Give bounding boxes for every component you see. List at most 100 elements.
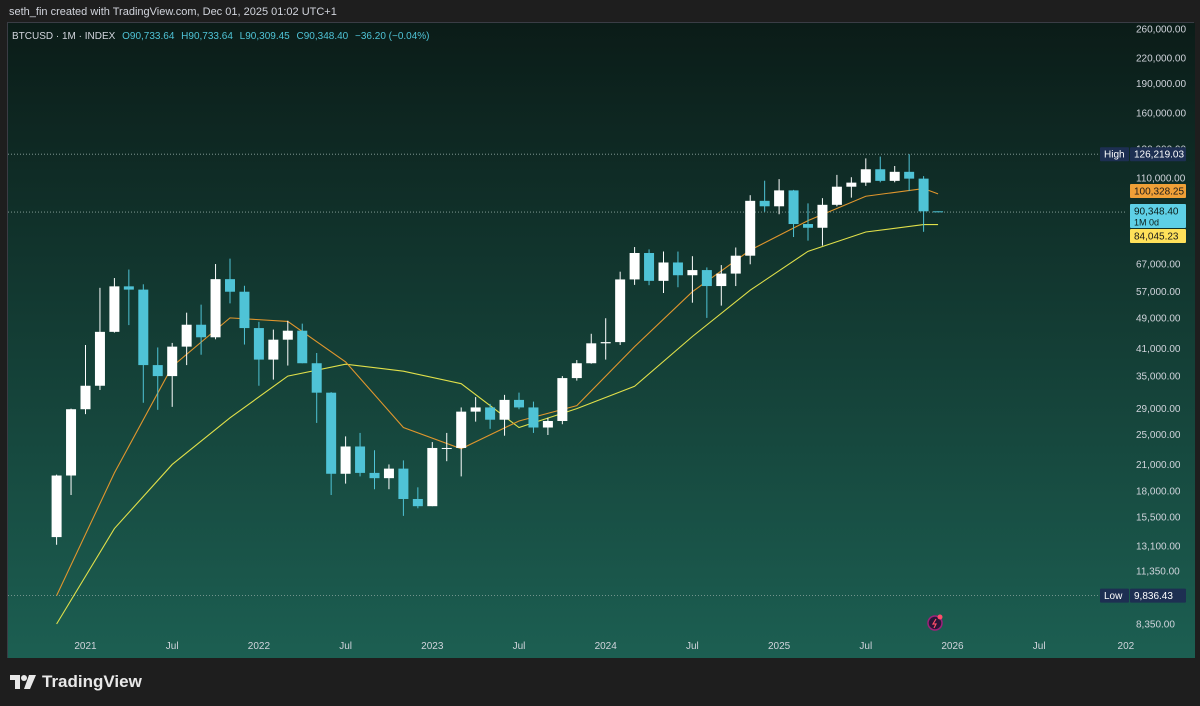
candle[interactable] <box>80 344 91 415</box>
candle[interactable] <box>658 251 669 293</box>
tradingview-logo[interactable]: TradingView <box>10 672 142 692</box>
candle-body <box>542 420 553 428</box>
candle[interactable] <box>297 323 308 364</box>
y-tick-label: 67,000.00 <box>1136 259 1181 270</box>
candle[interactable] <box>268 329 279 380</box>
candle[interactable] <box>542 417 553 435</box>
candle[interactable] <box>817 198 828 246</box>
candle[interactable] <box>369 450 380 490</box>
candle[interactable] <box>355 432 366 477</box>
candle[interactable] <box>846 177 857 198</box>
candle[interactable] <box>774 179 785 215</box>
x-tick-label: 2021 <box>74 641 97 652</box>
candle[interactable] <box>904 154 915 192</box>
candle[interactable] <box>123 269 134 326</box>
candle[interactable] <box>383 464 394 490</box>
candle[interactable] <box>644 249 655 286</box>
candle-body <box>889 171 900 181</box>
candle[interactable] <box>456 407 467 477</box>
tradingview-logo-icon <box>10 675 36 689</box>
candle[interactable] <box>225 258 235 304</box>
y-tick-label: 13,100.00 <box>1136 542 1181 553</box>
candle-body <box>831 186 842 205</box>
candle[interactable] <box>311 352 322 423</box>
candle[interactable] <box>687 256 698 303</box>
tradingview-brand-name: TradingView <box>42 672 142 691</box>
candle-body <box>253 328 264 360</box>
legend-symbol: BTCUSD · 1M · INDEX <box>12 31 116 42</box>
candle-body <box>672 262 683 276</box>
candle[interactable] <box>615 271 626 345</box>
candle[interactable] <box>485 403 496 429</box>
candle[interactable] <box>196 304 207 355</box>
candle[interactable] <box>933 211 944 213</box>
candle[interactable] <box>138 284 149 403</box>
candle[interactable] <box>326 392 337 496</box>
svg-text:Low: Low <box>1104 591 1123 602</box>
svg-text:100,328.25: 100,328.25 <box>1134 187 1184 198</box>
candle[interactable] <box>875 156 886 183</box>
candle[interactable] <box>716 265 727 306</box>
candle-body <box>730 255 741 274</box>
candle[interactable] <box>586 333 597 364</box>
candle[interactable] <box>514 392 524 410</box>
legend-high: H90,733.64 <box>181 31 233 42</box>
candle[interactable] <box>181 312 192 366</box>
y-tick-label: 29,000.00 <box>1136 404 1181 415</box>
candle[interactable] <box>528 401 539 433</box>
candle[interactable] <box>94 287 105 390</box>
candle-body <box>80 385 91 410</box>
legend-change: −36.20 (−0.04%) <box>355 31 430 42</box>
candle-body <box>66 409 77 476</box>
candle[interactable] <box>340 436 351 484</box>
candle[interactable] <box>918 176 929 232</box>
x-tick-label: 2026 <box>941 641 964 652</box>
x-tick-label: Jul <box>686 641 699 652</box>
candle[interactable] <box>152 347 163 410</box>
candle[interactable] <box>672 251 683 288</box>
candle[interactable] <box>470 397 481 422</box>
candle[interactable] <box>239 285 250 345</box>
candle[interactable] <box>412 487 423 509</box>
candle-body <box>311 363 322 393</box>
candle[interactable] <box>759 180 770 212</box>
legend-low: L90,309.45 <box>240 31 290 42</box>
candle[interactable] <box>557 376 568 425</box>
candle[interactable] <box>600 318 611 360</box>
candle[interactable] <box>210 264 221 340</box>
x-tick-label: Jul <box>1033 641 1046 652</box>
candle[interactable] <box>167 342 178 407</box>
candle[interactable] <box>499 394 510 436</box>
candle[interactable] <box>701 267 712 318</box>
candle-body <box>687 270 698 276</box>
y-tick-label: 25,000.00 <box>1136 430 1181 441</box>
candle[interactable] <box>427 442 438 507</box>
candle[interactable] <box>629 247 640 285</box>
candle[interactable] <box>441 432 452 462</box>
candle[interactable] <box>730 247 741 287</box>
candle[interactable] <box>282 320 293 366</box>
candle[interactable] <box>51 474 62 545</box>
y-tick-label: 49,000.00 <box>1136 313 1181 324</box>
candle[interactable] <box>860 158 871 186</box>
candle-body <box>600 342 611 344</box>
y-tick-label: 260,000.00 <box>1136 25 1186 36</box>
candle[interactable] <box>571 360 582 381</box>
candle[interactable] <box>745 195 756 265</box>
candle[interactable] <box>889 166 900 183</box>
candle[interactable] <box>398 460 409 516</box>
candlestick-chart[interactable]: 260,000.00 220,000.00 190,000.00 160,000.00… <box>8 23 1195 659</box>
candle[interactable] <box>803 203 813 241</box>
candle[interactable] <box>831 174 842 207</box>
candle[interactable] <box>66 408 77 496</box>
candle-body <box>745 200 756 256</box>
candle-body <box>326 392 337 474</box>
candle[interactable] <box>253 321 264 386</box>
go-to-realtime-icon[interactable] <box>927 614 943 631</box>
candle-body <box>933 211 944 213</box>
candle-body <box>918 178 929 212</box>
high-value-badge: 126,219.03 <box>1130 147 1186 162</box>
candle[interactable] <box>788 189 799 238</box>
candle[interactable] <box>109 278 120 333</box>
candle-body <box>398 468 409 499</box>
